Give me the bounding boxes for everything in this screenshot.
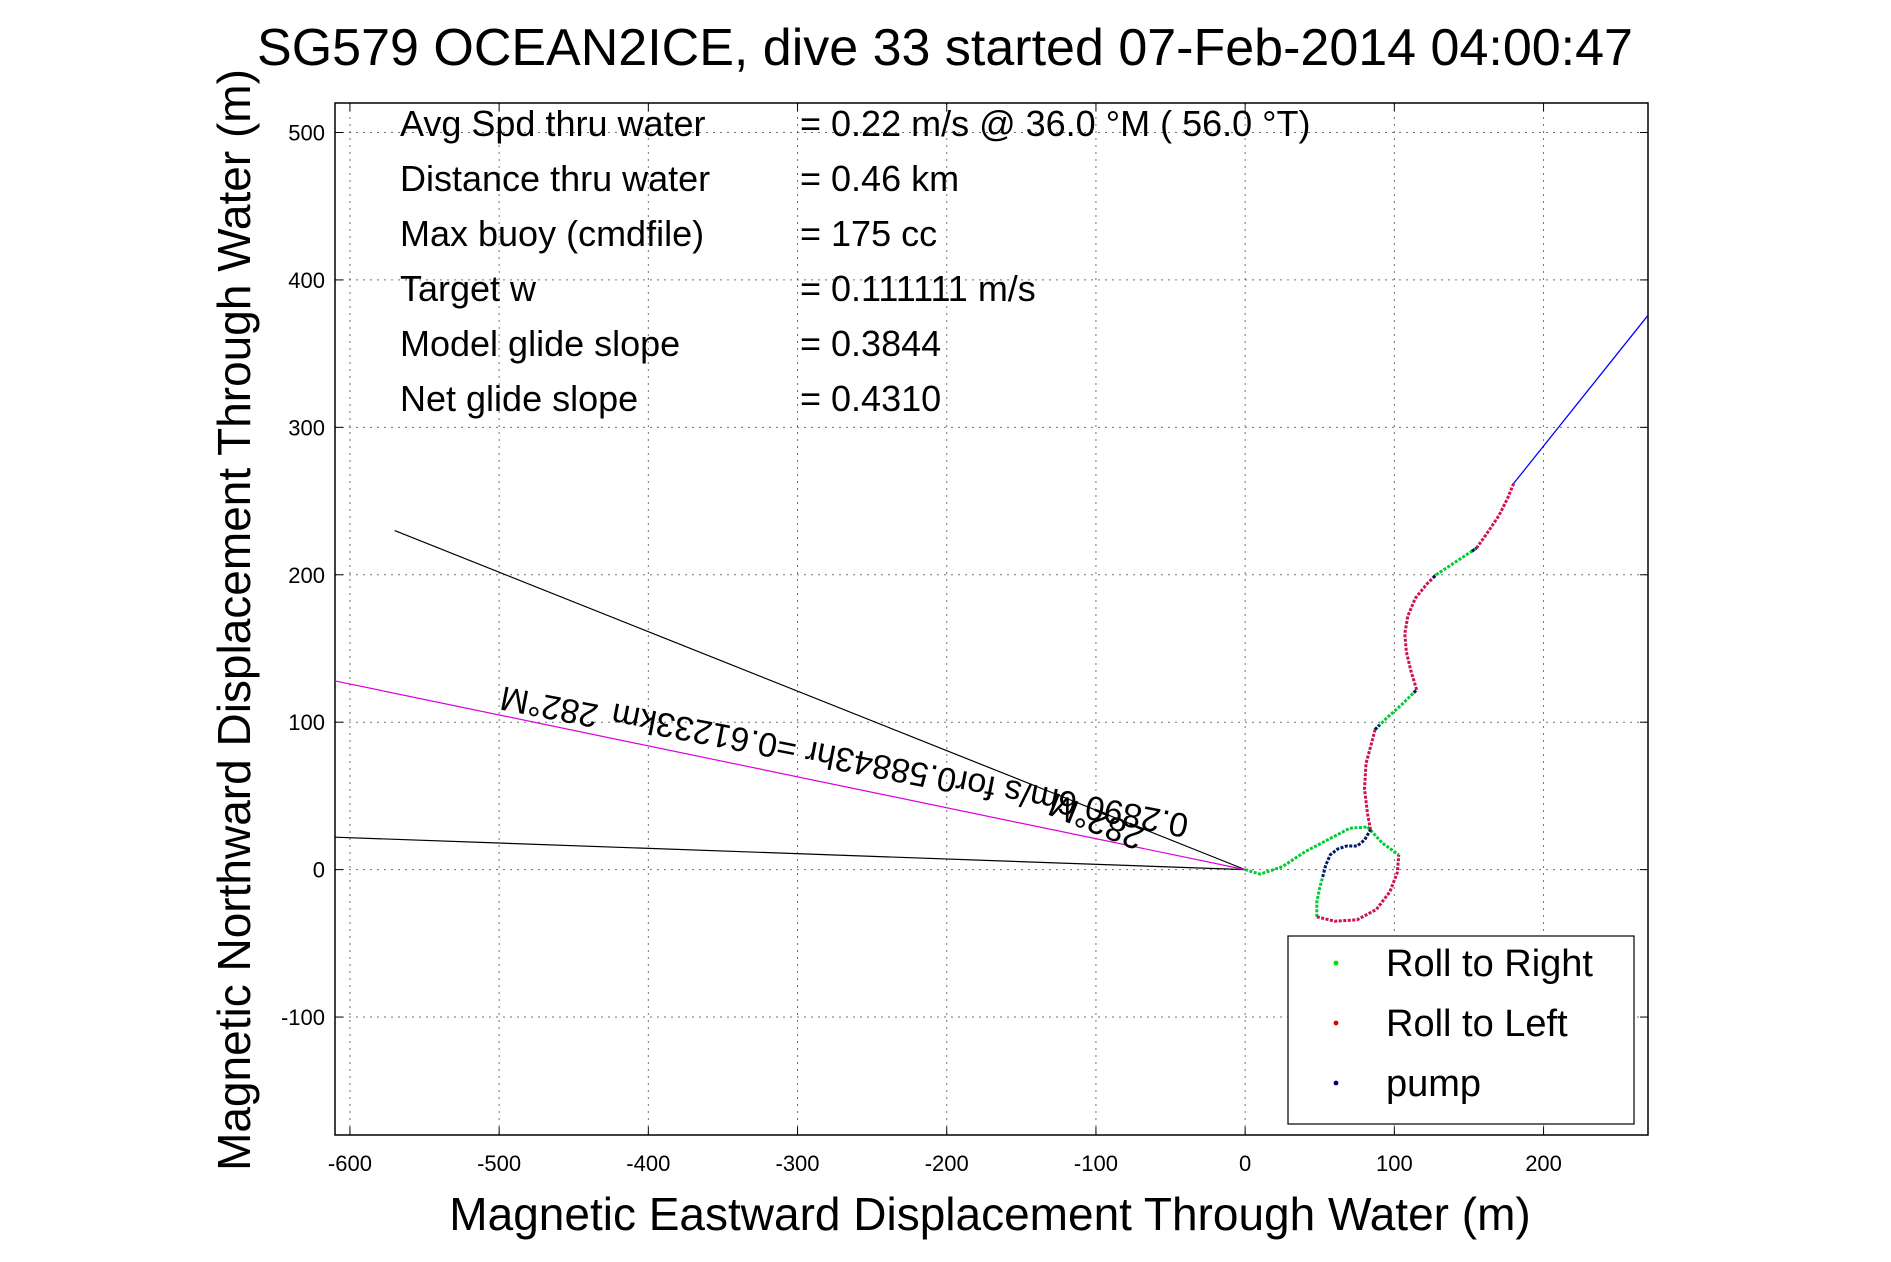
legend-label: Roll to Left xyxy=(1386,1003,1568,1045)
series-line xyxy=(1244,825,1368,876)
series-line xyxy=(1435,546,1478,577)
series-line xyxy=(1373,688,1418,731)
y-tick-label: 400 xyxy=(288,268,325,293)
info-block: Avg Spd thru water = 0.22 m/s @ 36.0 °M (… xyxy=(400,103,1311,419)
series-line xyxy=(1412,688,1418,694)
series-line xyxy=(1471,546,1478,553)
chart-title: SG579 OCEAN2ICE, dive 33 started 07-Feb-… xyxy=(257,19,1633,77)
info-value: = 0.4310 xyxy=(800,378,941,419)
series-line xyxy=(1432,573,1438,579)
info-value: = 0.22 m/s @ 36.0 °M ( 56.0 °T) xyxy=(800,103,1311,144)
x-tick-label: -200 xyxy=(925,1151,969,1176)
y-tick-label: -100 xyxy=(281,1005,325,1030)
x-tick-label: -500 xyxy=(477,1151,521,1176)
legend-marker xyxy=(1333,1020,1339,1026)
legend-label: Roll to Right xyxy=(1386,943,1593,985)
reference-line xyxy=(334,836,1246,871)
info-value: = 0.46 km xyxy=(800,158,959,199)
x-tick-label: -400 xyxy=(626,1151,670,1176)
y-tick-label: 0 xyxy=(313,858,325,883)
reference-line xyxy=(394,529,1246,871)
legend-label: pump xyxy=(1386,1063,1481,1105)
info-label: Target w xyxy=(400,268,537,309)
legend-marker xyxy=(1333,960,1339,966)
x-tick-label: 200 xyxy=(1525,1151,1562,1176)
x-tick-label: -600 xyxy=(328,1151,372,1176)
y-tick-label: 300 xyxy=(288,415,325,440)
axis-ticks: -600 -500 -400 -300 -200 -100 0 100 200 -100 0 100 2… xyxy=(281,103,1648,1176)
data-series xyxy=(1244,314,1649,923)
y-tick-label: 100 xyxy=(288,710,325,735)
legend-box xyxy=(1287,935,1635,1125)
series-line xyxy=(1403,573,1438,691)
info-label: Distance thru water xyxy=(400,158,710,199)
info-label: Model glide slope xyxy=(400,323,680,364)
series-line xyxy=(1315,876,1325,917)
x-axis-label: Magnetic Eastward Displacement Through W… xyxy=(449,1188,1530,1240)
series-line xyxy=(1373,724,1381,731)
series-line xyxy=(1321,829,1372,878)
y-tick-label: 500 xyxy=(288,120,325,145)
y-tick-label: 200 xyxy=(288,563,325,588)
x-tick-label: 0 xyxy=(1239,1151,1251,1176)
y-axis-label: Magnetic Northward Displacement Through … xyxy=(208,69,260,1171)
series-line xyxy=(1316,854,1401,923)
x-tick-label: -100 xyxy=(1074,1151,1118,1176)
reference-line xyxy=(334,680,1246,871)
info-value: = 0.111111 m/s xyxy=(800,268,1036,309)
series-line xyxy=(1366,825,1400,857)
x-tick-label: -300 xyxy=(776,1151,820,1176)
info-value: = 175 cc xyxy=(800,213,937,254)
info-label: Net glide slope xyxy=(400,378,638,419)
x-tick-label: 100 xyxy=(1376,1151,1413,1176)
legend: Roll to Right Roll to Left pump xyxy=(1287,935,1635,1125)
grid xyxy=(335,103,1648,1135)
reference-lines xyxy=(334,529,1246,871)
series-line xyxy=(1362,729,1377,831)
info-label: Avg Spd thru water xyxy=(400,103,706,144)
info-label: Max buoy (cmdfile) xyxy=(400,213,704,254)
series-line xyxy=(1513,314,1649,484)
legend-marker xyxy=(1333,1080,1339,1086)
info-value: = 0.3844 xyxy=(800,323,941,364)
series-line xyxy=(1475,482,1516,550)
